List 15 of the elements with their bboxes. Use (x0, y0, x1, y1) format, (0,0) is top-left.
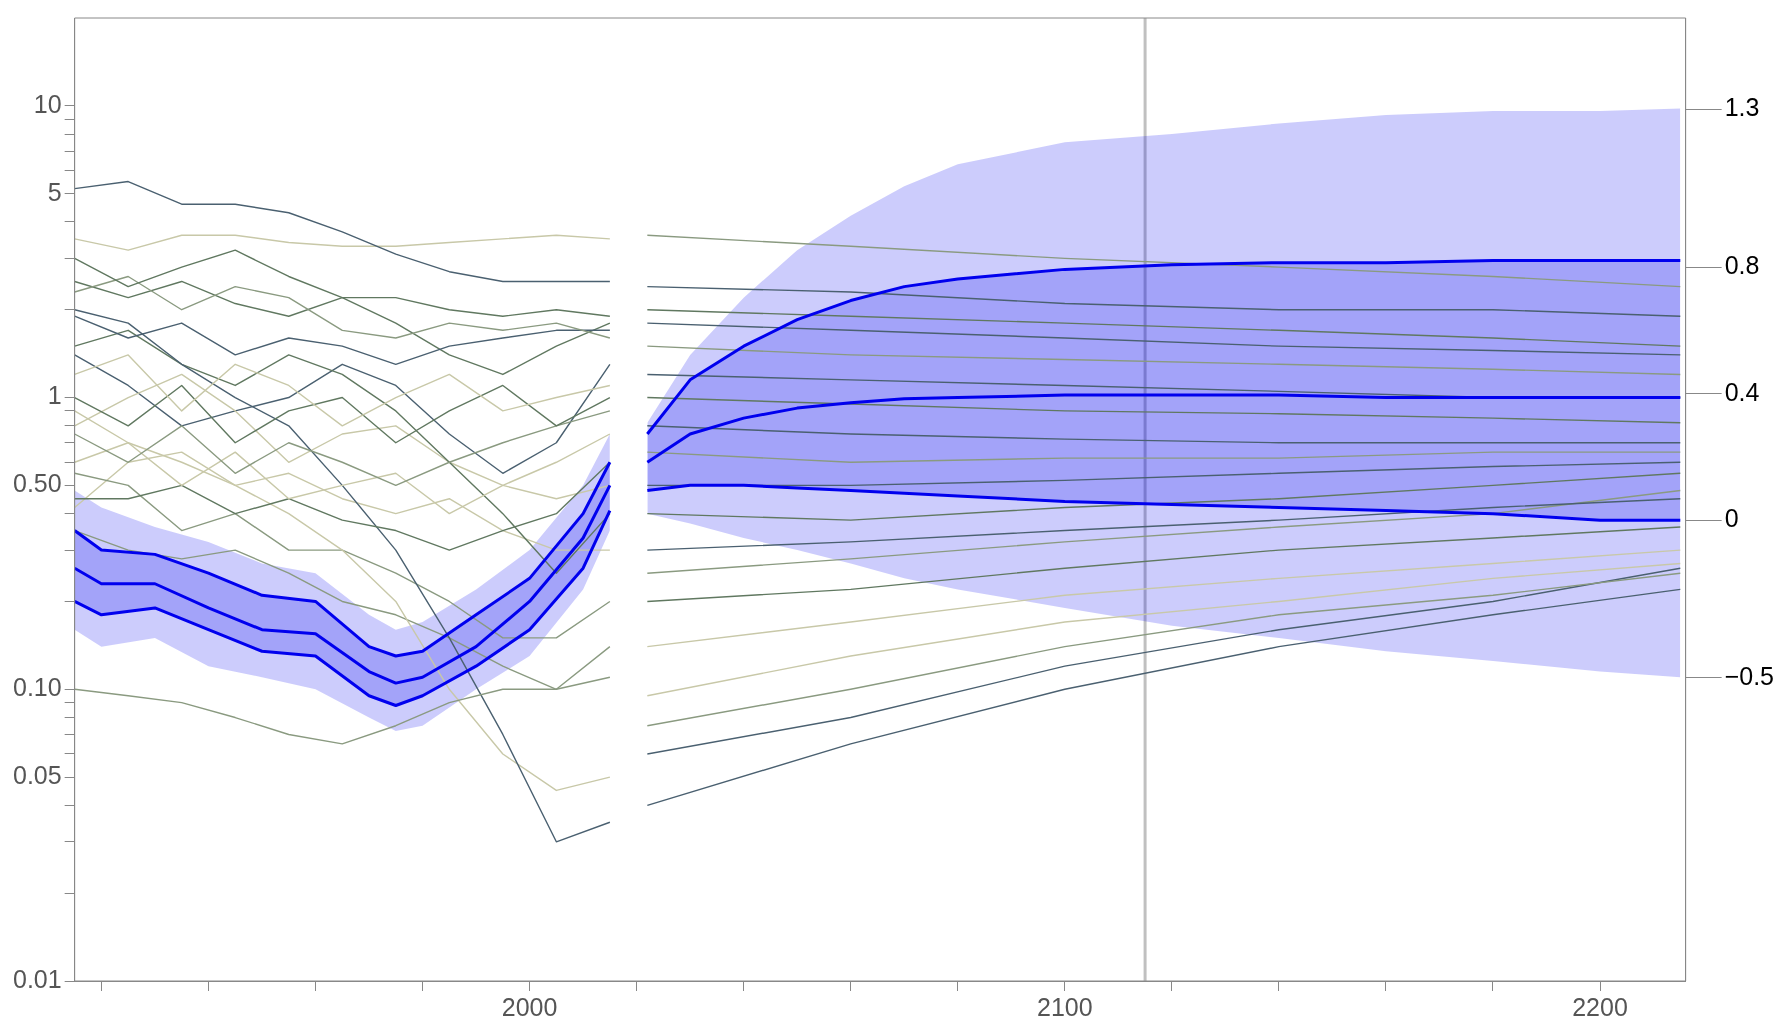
y2-tick-label: 0.8 (1724, 251, 1760, 280)
y-tick-label: 0.10 (12, 673, 62, 702)
y-tick-label: 10 (33, 89, 62, 118)
y-tick-label: 1 (47, 381, 62, 410)
x-tick-label: 2100 (1036, 992, 1093, 1021)
y2-tick-label: 0.4 (1724, 377, 1760, 406)
y2-tick-label: 1.3 (1724, 93, 1760, 122)
y2-tick-label: −0.5 (1724, 661, 1775, 690)
y-tick-label: 0.50 (12, 469, 62, 498)
x-tick-label: 2000 (501, 992, 558, 1021)
y-tick-label: 0.01 (12, 964, 62, 993)
y2-tick-label: 0 (1724, 503, 1739, 532)
y-tick-label: 0.05 (12, 760, 62, 789)
x-tick-label: 2200 (1572, 992, 1628, 1021)
y-tick-label: 5 (47, 177, 62, 206)
